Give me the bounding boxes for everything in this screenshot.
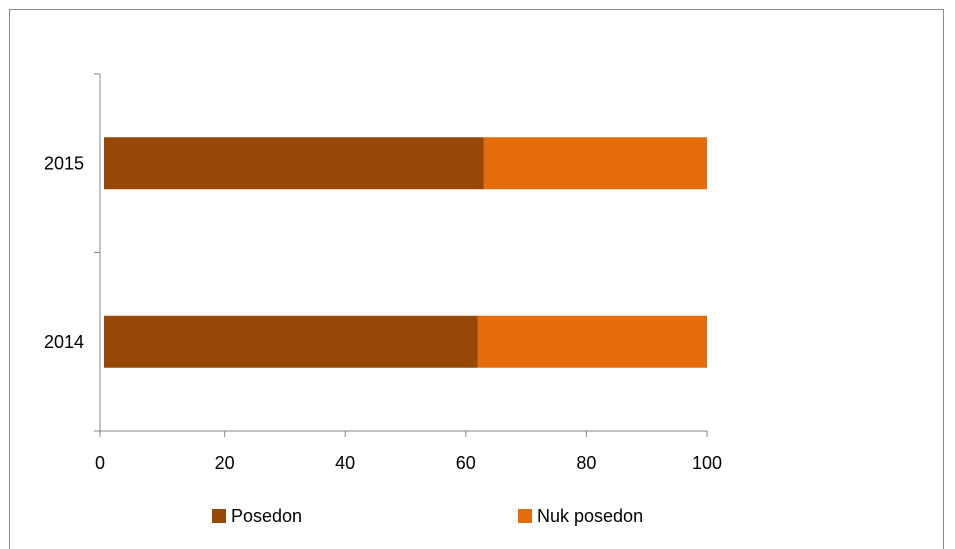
bar-2014-series-0 [104, 315, 478, 368]
x-tick-label: 20 [215, 453, 235, 473]
y-tick-label: 2015 [44, 153, 84, 173]
x-tick-label: 80 [576, 453, 596, 473]
x-tick-label: 0 [95, 453, 105, 473]
legend-label-0: Posedon [231, 506, 302, 526]
x-tick-label: 40 [335, 453, 355, 473]
bar-2014-series-1 [477, 315, 707, 368]
x-tick-label: 100 [692, 453, 722, 473]
legend-label-1: Nuk posedon [537, 506, 643, 526]
chart-frame [9, 9, 944, 549]
x-tick-label: 60 [456, 453, 476, 473]
stacked-bar-chart: 2014 2015 0 20 40 60 80 100 Posedon Nuk posedon [44, 73, 722, 526]
legend-swatch-0 [212, 509, 226, 523]
bar-2015-series-1 [483, 137, 707, 190]
y-tick-label: 2014 [44, 332, 84, 352]
bar-2015-series-0 [104, 137, 484, 190]
legend-swatch-1 [518, 509, 532, 523]
